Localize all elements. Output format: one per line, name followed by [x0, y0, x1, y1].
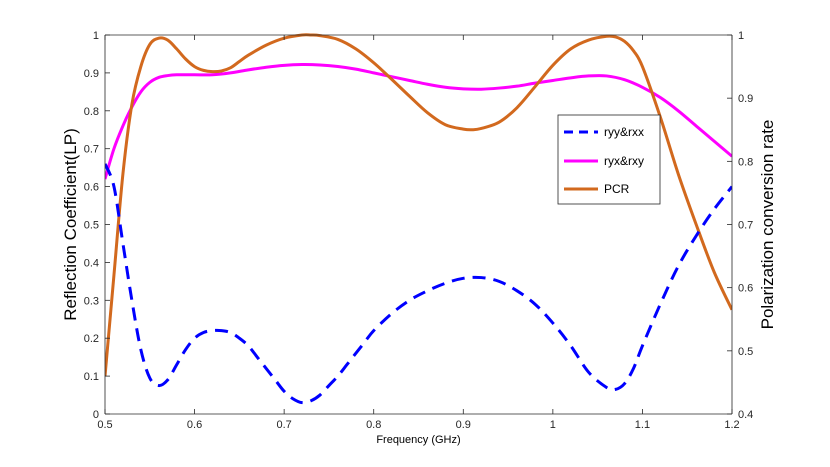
y-left-tick-label: 0.5	[84, 220, 99, 232]
y-left-tick-label: 0.8	[84, 106, 99, 118]
x-tick-label: 1.2	[724, 419, 739, 431]
y-axis-right-title: Polarization conversion rate	[758, 120, 777, 330]
x-tick-label: 1	[550, 419, 556, 431]
y-axis-left-title: Reflection Coefficient(LP)	[61, 128, 80, 320]
x-axis-title: Frequency (GHz)	[376, 434, 460, 446]
x-tick-label: 0.9	[456, 419, 471, 431]
x-tick-label: 0.5	[97, 419, 112, 431]
x-tick-label: 0.8	[366, 419, 381, 431]
legend-label-ryy-rxx: ryy&rxx	[604, 125, 644, 139]
y-left-tick-label: 0	[93, 409, 99, 421]
series-line-ryx-rxy	[105, 63, 732, 180]
plot-area	[105, 35, 732, 414]
x-tick-label: 0.6	[187, 419, 202, 431]
y-left-tick-label: 0.1	[84, 371, 99, 383]
y-right-tick-label: 0.6	[738, 283, 753, 295]
legend-label-pcr: PCR	[604, 182, 630, 196]
y-left-tick-label: 0.9	[84, 68, 99, 80]
y-left-tick-label: 0.2	[84, 333, 99, 345]
y-right-tick-label: 0.9	[738, 93, 753, 105]
series-layer	[105, 33, 732, 405]
x-tick-label: 0.7	[276, 419, 291, 431]
y-left-tick-label: 0.6	[84, 182, 99, 194]
y-right-tick-label: 0.7	[738, 220, 753, 232]
y-left-tick-label: 0.3	[84, 295, 99, 307]
y-right-tick-label: 0.5	[738, 346, 753, 358]
legend-label-ryx-rxy: ryx&rxy	[604, 154, 644, 168]
x-tick-label: 1.1	[635, 419, 650, 431]
y-right-tick-label: 0.4	[738, 409, 753, 421]
y-right-tick-label: 1	[738, 30, 744, 42]
series-line-ryy-rxx	[105, 163, 732, 405]
y-left-tick-label: 1	[93, 30, 99, 42]
ticks-layer: 0.5 0.6 0.7 0.8 0.9 1 1.1 1.2 0 0.1 0.2 0.3 0.4 0.5 0.…	[84, 30, 754, 431]
y-left-tick-label: 0.7	[84, 144, 99, 156]
series-line-pcr	[105, 33, 732, 377]
legend: ryy&rxx ryx&rxy PCR	[557, 114, 661, 205]
y-right-tick-label: 0.8	[738, 156, 753, 168]
y-left-tick-label: 0.4	[84, 257, 99, 269]
